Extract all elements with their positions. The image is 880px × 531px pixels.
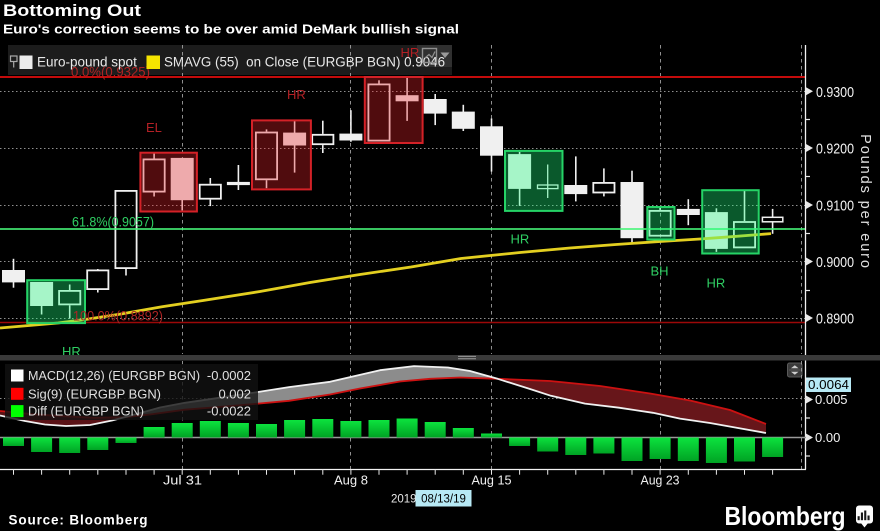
svg-text:BH: BH	[651, 264, 669, 279]
svg-text:0.8900: 0.8900	[816, 311, 854, 328]
svg-text:0.9300: 0.9300	[816, 84, 854, 101]
svg-text:HR: HR	[287, 87, 306, 102]
svg-text:HR: HR	[401, 45, 420, 60]
svg-text:EL: EL	[146, 120, 162, 135]
svg-text:2019: 2019	[391, 494, 417, 506]
svg-text:Source: Bloomberg: Source: Bloomberg	[9, 513, 148, 528]
svg-text:SMAVG (55) on Close (EURGBP B: SMAVG (55) on Close (EURGBP BGN) 0.9046	[164, 55, 445, 70]
svg-text:-0.0002: -0.0002	[207, 368, 251, 383]
svg-text:0.9200: 0.9200	[816, 141, 854, 158]
svg-text:Aug 23: Aug 23	[641, 473, 680, 488]
svg-text:-0.0022: -0.0022	[207, 404, 251, 419]
svg-text:Bottoming Out: Bottoming Out	[3, 1, 141, 20]
svg-text:100.0%(0.8892): 100.0%(0.8892)	[73, 308, 163, 324]
svg-text:Jul 31: Jul 31	[163, 473, 202, 488]
svg-text:Pounds per euro: Pounds per euro	[857, 134, 873, 270]
svg-text:08/13/19: 08/13/19	[421, 494, 466, 506]
svg-text:Bloomberg: Bloomberg	[725, 501, 846, 531]
svg-text:HR: HR	[511, 232, 530, 247]
svg-text:61.8%(0.9057): 61.8%(0.9057)	[72, 214, 154, 230]
svg-text:Aug 15: Aug 15	[472, 473, 512, 488]
svg-text:0.00: 0.00	[815, 430, 840, 445]
svg-text:Aug 8: Aug 8	[334, 473, 368, 488]
svg-text:Euro-pound spot: Euro-pound spot	[37, 55, 137, 70]
svg-text:0.005: 0.005	[815, 392, 848, 407]
svg-text:0.0%(0.9325): 0.0%(0.9325)	[71, 64, 150, 80]
svg-text:Euro's correction seems to be: Euro's correction seems to be over amid …	[3, 22, 459, 37]
svg-text:HR: HR	[707, 276, 726, 291]
svg-text:0.9000: 0.9000	[816, 254, 854, 271]
svg-text:Diff (EURGBP BGN): Diff (EURGBP BGN)	[28, 404, 144, 419]
svg-text:Sig(9) (EURGBP BGN): Sig(9) (EURGBP BGN)	[28, 386, 161, 401]
svg-text:0.002: 0.002	[218, 386, 251, 401]
svg-text:0.0064: 0.0064	[808, 378, 849, 392]
svg-text:0.9100: 0.9100	[816, 198, 854, 215]
svg-text:MACD(12,26) (EURGBP BGN): MACD(12,26) (EURGBP BGN)	[28, 368, 200, 383]
